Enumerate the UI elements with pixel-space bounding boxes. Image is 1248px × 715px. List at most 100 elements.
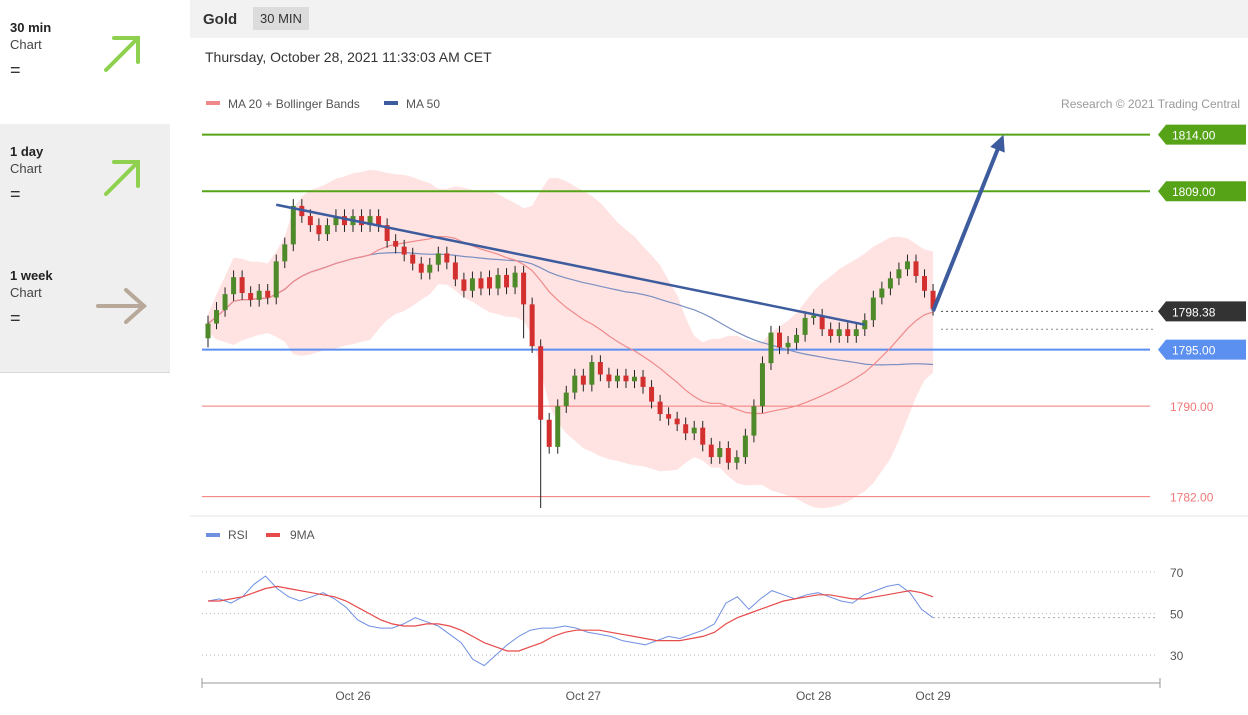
candle-body xyxy=(896,269,902,279)
candle-body xyxy=(410,254,416,264)
chart-timestamp: Thursday, October 28, 2021 11:33:03 AM C… xyxy=(205,49,492,65)
chart-panel: Gold 30 MIN Thursday, October 28, 2021 1… xyxy=(190,0,1248,715)
candle-body xyxy=(785,342,791,348)
legend-swatch-ma20 xyxy=(206,101,220,105)
projection-arrow xyxy=(931,139,1004,312)
legend-swatch-rsi xyxy=(206,533,220,537)
candle-body xyxy=(461,279,467,291)
candle-body xyxy=(359,216,365,226)
candle-body xyxy=(316,225,322,235)
level-label: 1782.00 xyxy=(1170,491,1214,505)
level-label: 1790.00 xyxy=(1170,400,1214,414)
timeframe-name: 30 min xyxy=(10,20,52,35)
arrow-right-icon xyxy=(96,288,148,324)
candle-body xyxy=(248,293,254,300)
candle-body xyxy=(870,297,876,321)
timeframe-eq: = xyxy=(10,184,21,204)
main-legend: MA 20 + Bollinger Bands MA 50 Research ©… xyxy=(206,97,1240,111)
x-axis: Oct 26 Oct 27 Oct 28 Oct 29 xyxy=(201,678,1161,703)
candle-body xyxy=(606,374,612,382)
candle-body xyxy=(231,277,237,295)
candle-body xyxy=(427,264,433,273)
rsi-legend: RSI 9MA xyxy=(206,528,315,542)
candle-body xyxy=(384,225,390,241)
rsi-plot: 70 50 30 xyxy=(202,566,1184,667)
candle-body xyxy=(879,288,885,298)
candle-body xyxy=(640,376,646,387)
candle-body xyxy=(282,244,288,262)
candle-body xyxy=(521,272,527,305)
candle-body xyxy=(836,329,842,337)
candle-body xyxy=(563,392,569,407)
candle-body xyxy=(828,329,834,337)
candle-body xyxy=(307,216,313,226)
candle-body xyxy=(393,240,399,247)
candle-body xyxy=(691,427,697,434)
rsi-ma-line xyxy=(208,585,934,652)
candle-body xyxy=(214,310,220,324)
x-tick-label: Oct 26 xyxy=(335,689,371,703)
candle-body xyxy=(256,290,262,300)
candle-body xyxy=(904,261,910,270)
candle-body xyxy=(751,406,757,436)
candle-body xyxy=(887,278,893,289)
timeframe-eq: = xyxy=(10,60,21,80)
arrow-up-right-icon xyxy=(104,160,140,196)
candle-body xyxy=(589,362,595,385)
candle-body xyxy=(435,253,441,265)
candle-body xyxy=(205,323,211,339)
instrument-title: Gold xyxy=(203,11,238,28)
timeframe-30min[interactable]: 30 min Chart = xyxy=(0,0,170,125)
candle-body xyxy=(700,427,706,445)
candle-body xyxy=(853,329,859,337)
candle-body xyxy=(845,329,851,337)
timeframe-1week[interactable]: 1 week Chart = xyxy=(0,248,170,373)
candle-body xyxy=(546,419,552,447)
arrow-up-right-icon xyxy=(104,36,140,72)
candle-body xyxy=(683,424,689,434)
trendline xyxy=(275,203,866,326)
projection-arrowhead xyxy=(990,134,1005,153)
timeframe-eq: = xyxy=(10,308,21,328)
timeframe-1day[interactable]: 1 day Chart = xyxy=(0,124,170,249)
candle-body xyxy=(486,277,492,289)
legend-swatch-9ma xyxy=(266,533,280,537)
x-tick-label: Oct 28 xyxy=(796,689,832,703)
candle-body xyxy=(819,315,825,330)
candle-body xyxy=(734,457,740,463)
timeframe-sub: Chart xyxy=(10,37,42,52)
candle-body xyxy=(572,375,578,393)
timeframe-badge: 30 MIN xyxy=(253,7,309,30)
candle-body xyxy=(759,363,765,407)
candle-body xyxy=(222,294,228,310)
candle-body xyxy=(324,225,330,235)
candle-body xyxy=(538,346,544,420)
timeframe-name: 1 week xyxy=(10,268,53,283)
candle-body xyxy=(495,274,501,289)
price-plot: 1814.00 1809.00 1795.00 1790.00 1782.00 1798.… xyxy=(190,124,1248,517)
candle-body xyxy=(632,376,637,382)
candle-body xyxy=(512,272,518,288)
candle-body xyxy=(504,274,510,288)
candle-body xyxy=(290,205,296,245)
candle-body xyxy=(555,406,561,447)
level-tag xyxy=(1158,181,1246,202)
last-price-label: 1798.38 xyxy=(1172,305,1216,319)
candle-body xyxy=(273,261,279,298)
timeframe-sub: Chart xyxy=(10,161,42,176)
candle-body xyxy=(614,375,620,382)
level-tag xyxy=(1158,339,1246,360)
level-label: 1814.00 xyxy=(1172,129,1216,143)
level-tag xyxy=(1158,124,1246,145)
candle-body xyxy=(674,418,680,425)
candle-body xyxy=(777,332,783,348)
last-price-tag xyxy=(1158,301,1246,322)
x-tick-label: Oct 27 xyxy=(566,689,602,703)
level-label: 1809.00 xyxy=(1172,185,1216,199)
candle-body xyxy=(341,216,347,226)
candle-body xyxy=(478,278,484,289)
legend-swatch-ma50 xyxy=(384,101,398,105)
candle-body xyxy=(367,216,373,226)
timeframe-sub: Chart xyxy=(10,285,42,300)
timeframe-sidebar: 30 min Chart = 1 day Chart = 1 week Char… xyxy=(0,0,170,715)
